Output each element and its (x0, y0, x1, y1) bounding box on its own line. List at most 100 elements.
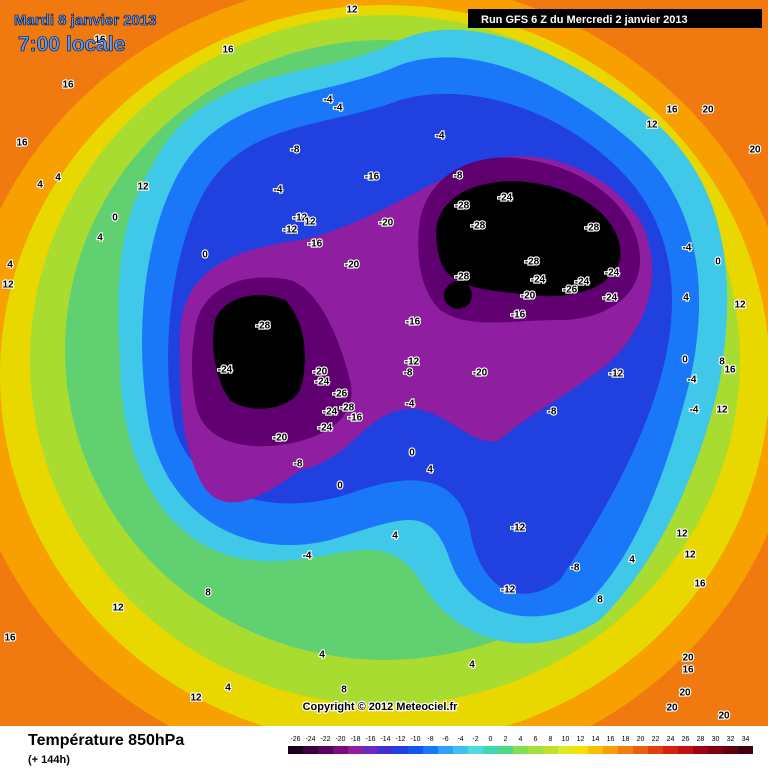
contour-label: 20 (666, 703, 678, 714)
contour-label: -8 (548, 407, 557, 418)
contour-label: 16 (4, 633, 16, 644)
contour-label: 4 (469, 660, 475, 671)
contour-label: 4 (319, 650, 325, 661)
colorbar-swatch (453, 746, 468, 754)
contour-label: -4 (303, 551, 312, 562)
colorbar-swatch (363, 746, 378, 754)
contour-label: 16 (222, 45, 234, 56)
colorbar-swatch (348, 746, 363, 754)
colorbar-tick-label: -12 (395, 736, 405, 743)
colorbar-tick-label: 26 (682, 736, 690, 743)
contour-label: -20 (379, 218, 394, 229)
contour-label: 0 (715, 257, 721, 268)
colorbar-tick-label: -10 (410, 736, 420, 743)
contour-label: 20 (702, 105, 714, 116)
contour-label: -26 (333, 389, 348, 400)
contour-label: 0 (202, 250, 208, 261)
contour-label: 0 (112, 213, 118, 224)
contour-label: -12 (501, 585, 516, 596)
contour-label: -20 (313, 367, 328, 378)
colorbar-swatch (303, 746, 318, 754)
colorbar-swatch (288, 746, 303, 754)
colorbar-tick-label: 34 (742, 736, 750, 743)
colorbar-tick-label: -18 (350, 736, 360, 743)
contour-label: -24 (575, 277, 590, 288)
contour-label: 20 (749, 145, 761, 156)
contour-label: -20 (273, 433, 288, 444)
contour-label: 12 (112, 603, 124, 614)
colorbar-swatch (573, 746, 588, 754)
contour-label: -16 (406, 317, 421, 328)
colorbar-swatch (318, 746, 333, 754)
contour-label: -20 (473, 368, 488, 379)
contour-label: -12 (609, 369, 624, 380)
colorbar-swatch (423, 746, 438, 754)
contour-label: 4 (427, 465, 433, 476)
contour-label: 4 (392, 531, 398, 542)
contour-label: -4 (436, 131, 445, 142)
contour-label: 12 (346, 5, 358, 16)
colorbar-swatch (708, 746, 723, 754)
contour-label: -8 (294, 459, 303, 470)
colorbar-swatch (378, 746, 393, 754)
contour-label: -4 (274, 185, 283, 196)
contour-label: 4 (55, 173, 61, 184)
contour-label: -20 (521, 291, 536, 302)
contour-label: 12 (684, 550, 696, 561)
contour-label: -16 (348, 413, 363, 424)
contour-label: 4 (683, 293, 689, 304)
colorbar-tick-label: 8 (549, 736, 553, 743)
colorbar-swatch (693, 746, 708, 754)
colorbar-tick-label: 2 (504, 736, 508, 743)
colorbar-swatch (603, 746, 618, 754)
colorbar-tick-label: -24 (305, 736, 315, 743)
contour-label: -16 (365, 172, 380, 183)
colorbar-tick-label: 32 (727, 736, 735, 743)
contour-label: -24 (218, 365, 233, 376)
contour-label: -28 (455, 272, 470, 283)
colorbar-tick-label: 24 (667, 736, 675, 743)
contour-label: 4 (97, 233, 103, 244)
colorbar-swatch (468, 746, 483, 754)
colorbar-swatch (528, 746, 543, 754)
contour-label: -24 (318, 423, 333, 434)
colorbar-swatch (408, 746, 423, 754)
contour-label: -4 (406, 399, 415, 410)
contour-label: -16 (308, 239, 323, 250)
contour-label: -24 (315, 377, 330, 388)
contour-label: -12 (283, 225, 298, 236)
colorbar-tick-label: -14 (380, 736, 390, 743)
colorbar-tick-label: -20 (335, 736, 345, 743)
contour-label: 16 (682, 665, 694, 676)
colorbar-swatch (558, 746, 573, 754)
colorbar-swatch (333, 746, 348, 754)
colorbar-swatch (648, 746, 663, 754)
footer-lead: (+ 144h) (28, 754, 70, 766)
copyright: Copyright © 2012 Meteociel.fr (303, 701, 459, 713)
run-box (468, 9, 762, 28)
contour-label: -8 (404, 368, 413, 379)
date-label: Mardi 8 janvier 2013 (14, 12, 157, 29)
contour-label: 20 (718, 711, 730, 722)
contour-label: -8 (454, 171, 463, 182)
contour-label: 12 (676, 529, 688, 540)
colorbar-tick-label: 6 (534, 736, 538, 743)
contour-label: 16 (94, 35, 106, 46)
colorbar-tick-label: 16 (607, 736, 615, 743)
contour-label: -24 (323, 407, 338, 418)
colorbar-swatch (618, 746, 633, 754)
contour-label: 12 (734, 300, 746, 311)
contour-label: -4 (334, 103, 343, 114)
colorbar-swatch (588, 746, 603, 754)
contour-label: -24 (605, 268, 620, 279)
contour-label: -4 (690, 405, 699, 416)
contour-label: -4 (688, 375, 697, 386)
colorbar-tick-label: 28 (697, 736, 705, 743)
contour-label: 16 (16, 138, 28, 149)
colorbar-swatch (393, 746, 408, 754)
colorbar: -26 -24 -22 -20 -18 -16 -14 -12 -10 -8 -6 -4 -2 0 2 4 6 8… (288, 736, 753, 754)
contour-label: -4 (683, 243, 692, 254)
